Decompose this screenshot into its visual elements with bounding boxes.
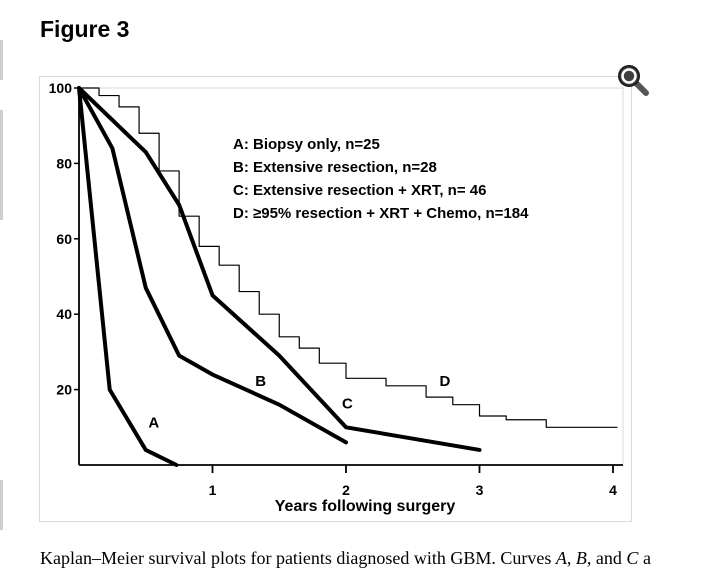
caption-separator: , and <box>586 548 627 568</box>
y-tick-label: 60 <box>56 231 72 247</box>
y-tick-label: 40 <box>56 306 72 322</box>
caption-curve-b: B <box>575 548 587 568</box>
y-tick-label: 20 <box>56 382 72 398</box>
curve-label-d: D <box>439 373 450 390</box>
caption-tail: a <box>638 548 651 568</box>
x-axis-label: Years following surgery <box>275 498 456 515</box>
curve-label-c: C <box>342 395 353 412</box>
page-title: Figure 3 <box>40 16 130 42</box>
y-tick-label: 80 <box>56 155 72 171</box>
page-edge-mark <box>0 110 3 220</box>
legend-item: B: Extensive resection, n=28 <box>233 159 437 176</box>
figure-frame <box>39 76 632 522</box>
caption-curve-a: A <box>555 548 567 568</box>
legend-item: C: Extensive resection + XRT, n= 46 <box>233 182 486 199</box>
caption-separator: , <box>566 548 576 568</box>
legend-item: D: ≥95% resection + XRT + Chemo, n=184 <box>233 205 529 222</box>
zoom-button[interactable] <box>616 63 650 97</box>
curve-c <box>77 86 482 452</box>
x-tick-label: 4 <box>609 482 617 498</box>
caption-text: Kaplan–Meier survival plots for patients… <box>40 548 556 568</box>
x-tick-label: 3 <box>476 482 484 498</box>
x-tick-label: 2 <box>342 482 350 498</box>
page-edge-mark <box>0 480 3 530</box>
curve-b <box>77 86 348 445</box>
legend-item: A: Biopsy only, n=25 <box>233 136 380 153</box>
curve-d <box>78 87 618 428</box>
y-tick-label: 100 <box>49 80 73 96</box>
curve-label-a: A <box>148 414 159 431</box>
caption-curve-c: C <box>626 548 639 568</box>
curve-a <box>77 86 179 467</box>
x-tick-label: 1 <box>209 482 217 498</box>
curve-label-b: B <box>255 373 266 390</box>
magnifier-icon <box>618 65 649 96</box>
page-edge-mark <box>0 40 3 80</box>
figure-caption: Kaplan–Meier survival plots for patients… <box>40 548 711 569</box>
